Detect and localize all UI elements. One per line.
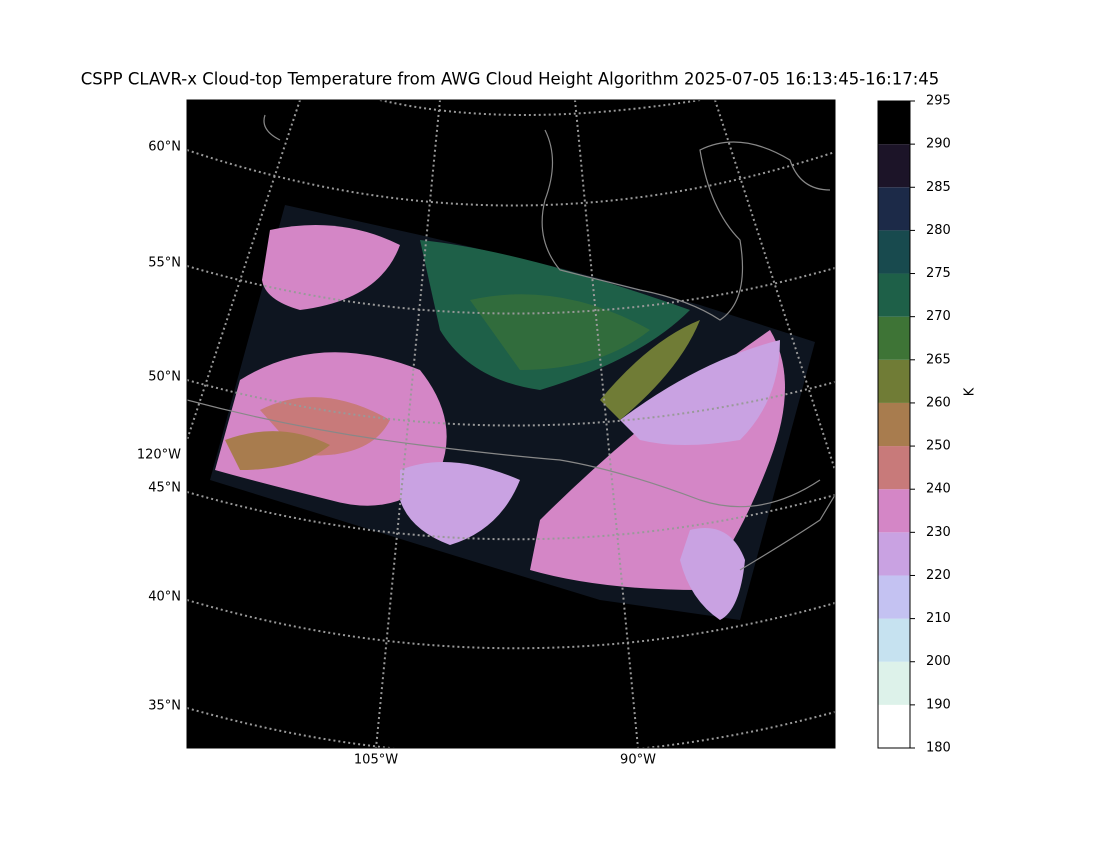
colorbar-tick-label: 240: [926, 482, 951, 497]
cloud: [262, 225, 400, 310]
colorbar-tick-label: 275: [926, 266, 951, 281]
cloud: [225, 431, 330, 470]
colorbar-bin: [878, 532, 910, 576]
title: CSPP CLAVR-x Cloud-top Temperature from …: [81, 70, 940, 89]
colorbar-bin: [878, 489, 910, 533]
colorbar-tick-label: 230: [926, 525, 951, 540]
lat-label: 35°N: [148, 699, 181, 714]
colorbar-tick-label: 285: [926, 180, 951, 195]
colorbar-tick-label: 260: [926, 395, 951, 410]
cloud: [470, 294, 650, 370]
colorbar-tick-label: 200: [926, 654, 951, 669]
colorbar-tick-label: 265: [926, 352, 951, 367]
lat-label: 55°N: [148, 256, 181, 271]
lat-label: 50°N: [148, 370, 181, 385]
colorbar-label: K: [963, 387, 978, 396]
lat-label: 60°N: [148, 140, 181, 155]
colorbar-bin: [878, 273, 910, 317]
lon-label: 120°W: [137, 448, 181, 463]
colorbar-bin: [878, 359, 910, 403]
lat-label: 45°N: [148, 481, 181, 496]
colorbar-bin: [878, 704, 910, 748]
colorbar-bin: [878, 402, 910, 447]
colorbar-tick-label: 290: [926, 137, 951, 152]
map-frame: [186, 99, 836, 749]
colorbar-tick-label: 190: [926, 697, 951, 712]
lon-label: 90°W: [620, 753, 656, 768]
cloud: [600, 320, 700, 420]
colorbar-tick-label: 250: [926, 439, 951, 454]
colorbar-bin: [878, 144, 910, 188]
map: [187, 100, 835, 748]
colorbar-tick-label: 220: [926, 568, 951, 583]
colorbar-tick-label: 210: [926, 611, 951, 626]
colorbar-bin: [878, 316, 910, 360]
colorbar-bin: [878, 575, 910, 619]
colorbar-tick-label: 270: [926, 309, 951, 324]
colorbar-bin: [878, 618, 910, 662]
colorbar-frame: [877, 100, 911, 749]
colorbar-tick-label: 295: [926, 94, 951, 109]
colorbar-tick-label: 180: [926, 741, 951, 756]
lon-label: 105°W: [354, 753, 398, 768]
colorbar-bin: [878, 101, 910, 145]
colorbar-bin: [878, 661, 910, 705]
colorbar-bin: [878, 446, 910, 490]
colorbar-bin: [878, 187, 910, 231]
cloud: [620, 340, 780, 445]
colorbar-tick-label: 280: [926, 223, 951, 238]
cloud: [680, 528, 745, 620]
cloud: [400, 462, 520, 545]
lat-label: 40°N: [148, 590, 181, 605]
colorbar-bin: [878, 230, 910, 274]
